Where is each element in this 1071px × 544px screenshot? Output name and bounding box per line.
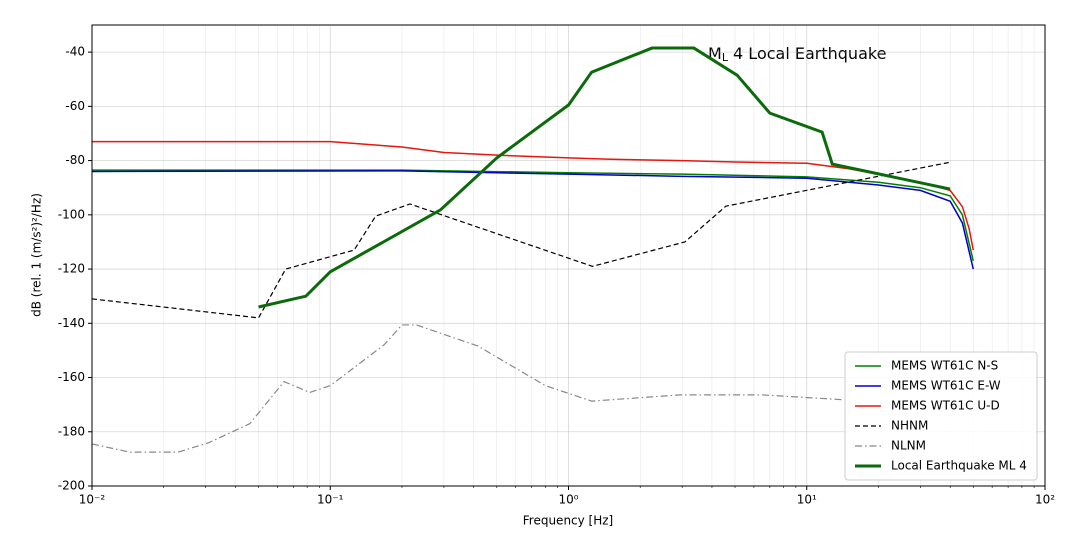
y-tick-label: -40 — [65, 45, 85, 59]
x-tick-label: 10⁻² — [79, 493, 106, 507]
series-line — [92, 169, 975, 262]
x-tick-label: 10¹ — [797, 493, 817, 507]
legend-label: NHNM — [891, 419, 928, 433]
series-line — [92, 324, 849, 453]
x-tick-label: 10⁻¹ — [317, 493, 344, 507]
legend-label: MEMS WT61C N-S — [891, 359, 998, 373]
y-tick-label: -180 — [58, 424, 85, 438]
plot — [92, 46, 975, 453]
annotation-rest: 4 Local Earthquake — [728, 44, 886, 63]
y-axis-label: dB (rel. 1 (m/s²)²/Hz) — [30, 193, 44, 317]
series-line — [92, 161, 951, 319]
series-line — [258, 46, 951, 309]
legend-box — [844, 351, 1038, 481]
legend-label: Local Earthquake ML 4 — [891, 459, 1027, 473]
series-line — [92, 170, 975, 270]
x-axis-label: Frequency [Hz] — [523, 514, 614, 528]
plot-frame — [91, 24, 1046, 487]
legend-label: MEMS WT61C U-D — [891, 399, 1000, 413]
y-tick-label: -160 — [58, 370, 85, 384]
x-tick-label: 10² — [1035, 493, 1055, 507]
y-tick-label: -60 — [65, 99, 85, 113]
series-line — [92, 140, 975, 251]
annotation-sub: L — [722, 51, 729, 64]
legend-label: NLNM — [891, 439, 926, 453]
y-tick-label: -100 — [58, 207, 85, 221]
y-tick-label: -120 — [58, 262, 85, 276]
y-tick-label: -140 — [58, 316, 85, 330]
x-tick-label: 10⁰ — [558, 493, 578, 507]
legend-label: MEMS WT61C E-W — [891, 379, 1001, 393]
annotation: ML 4 Local Earthquake — [708, 44, 886, 65]
y-tick-label: -80 — [65, 153, 85, 167]
y-tick-label: -200 — [58, 479, 85, 493]
